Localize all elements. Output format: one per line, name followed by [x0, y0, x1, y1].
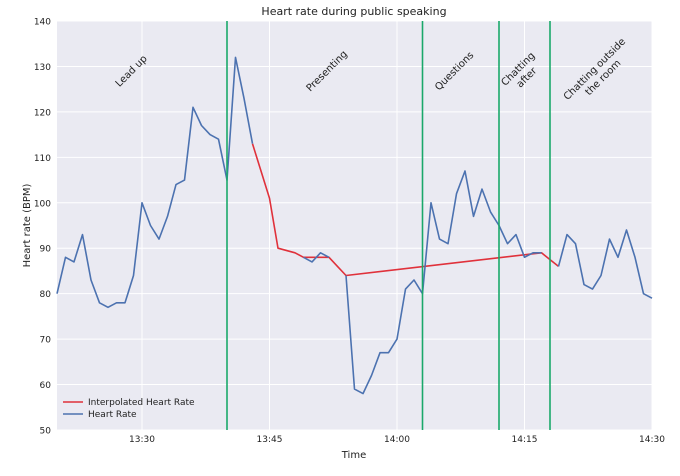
legend-label: Heart Rate	[88, 410, 137, 420]
y-tick-label: 90	[40, 245, 52, 255]
x-tick-label: 13:45	[257, 435, 283, 445]
y-tick-label: 70	[40, 336, 52, 346]
phase-boundaries	[226, 21, 551, 430]
grid-lines	[57, 20, 653, 431]
heart-rate-line	[557, 229, 653, 299]
y-tick-label: 120	[34, 108, 51, 118]
x-tick-label: 14:00	[384, 435, 410, 445]
x-axis-label: Time	[341, 450, 366, 461]
y-tick-label: 130	[34, 63, 51, 73]
y-axis-label: Heart rate (BPM)	[22, 183, 33, 267]
y-tick-label: 80	[40, 290, 52, 300]
chart-title: Heart rate during public speaking	[261, 5, 446, 18]
heart-rate-line	[56, 56, 254, 309]
legend-label: Interpolated Heart Rate	[88, 398, 195, 408]
legend: Interpolated Heart Rate Heart Rate	[63, 398, 195, 420]
x-tick-label: 14:15	[512, 435, 538, 445]
series-layer	[56, 56, 653, 395]
y-tick-label: 140	[34, 18, 51, 28]
x-tick-label: 13:30	[129, 435, 155, 445]
x-tick-labels: 13:30 13:45 14:00 14:15 14:30	[129, 435, 665, 445]
y-tick-label: 100	[34, 199, 51, 209]
y-tick-labels: 50 60 70 80 90 100 110 120 130 140	[34, 18, 51, 437]
heart-rate-line	[345, 170, 542, 395]
plot-background	[57, 21, 652, 430]
x-tick-label: 14:30	[639, 435, 665, 445]
y-tick-label: 110	[34, 154, 51, 164]
heart-rate-line	[303, 252, 330, 263]
y-tick-label: 50	[40, 427, 52, 437]
y-tick-label: 60	[40, 381, 52, 391]
